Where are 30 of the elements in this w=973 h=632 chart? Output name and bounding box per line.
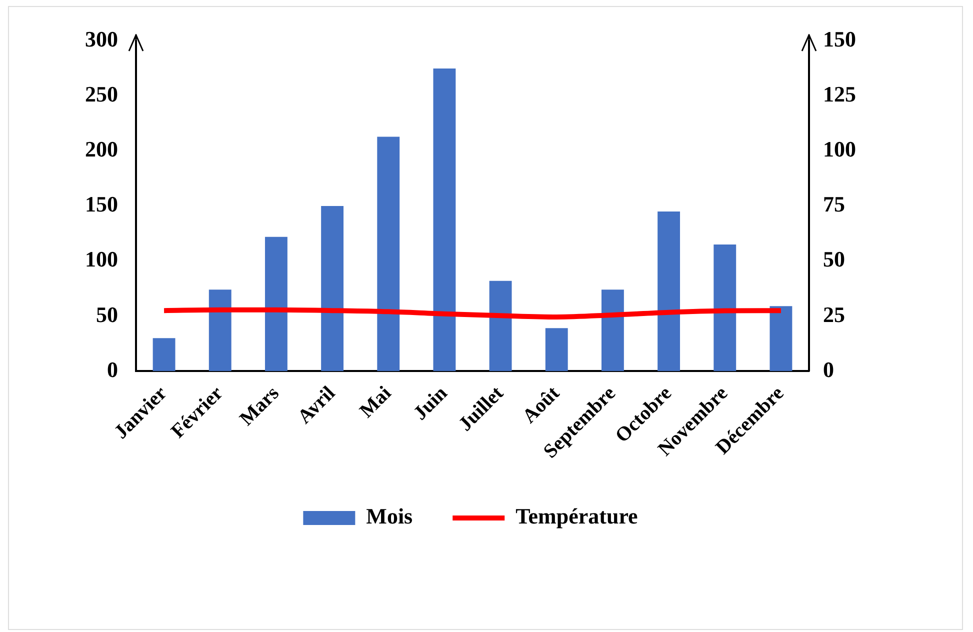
legend-label: Mois <box>366 504 414 529</box>
bar <box>770 306 792 372</box>
y-tick-label: 250 <box>85 82 118 107</box>
y2-tick-label: 0 <box>823 356 834 382</box>
y-tick-label: 50 <box>96 302 118 327</box>
bar <box>264 236 288 372</box>
x-tick-label: Juin <box>409 382 452 425</box>
y2-tick-label: 150 <box>823 26 856 52</box>
bar <box>152 338 176 372</box>
y-tick-label: 300 <box>85 26 118 52</box>
y-tick-label: 0 <box>107 356 118 382</box>
bar <box>433 68 456 372</box>
bar <box>714 244 736 372</box>
y-tick-label: 100 <box>85 246 118 272</box>
y-tick-label: 150 <box>85 192 118 217</box>
bar <box>321 206 344 372</box>
y2-tick-label: 100 <box>823 136 856 162</box>
bar <box>377 136 400 372</box>
bar <box>545 328 568 372</box>
bar <box>601 290 624 372</box>
y-tick-label: 200 <box>85 136 118 162</box>
y2-tick-label: 75 <box>823 192 845 217</box>
bar <box>208 290 232 372</box>
y2-tick-label: 25 <box>823 302 845 327</box>
y2-tick-label: 50 <box>823 246 845 272</box>
legend-label: Température <box>516 504 638 529</box>
x-tick-label: Mai <box>356 382 396 422</box>
y2-tick-label: 125 <box>823 82 856 107</box>
bar <box>489 280 512 372</box>
bar <box>658 212 680 372</box>
